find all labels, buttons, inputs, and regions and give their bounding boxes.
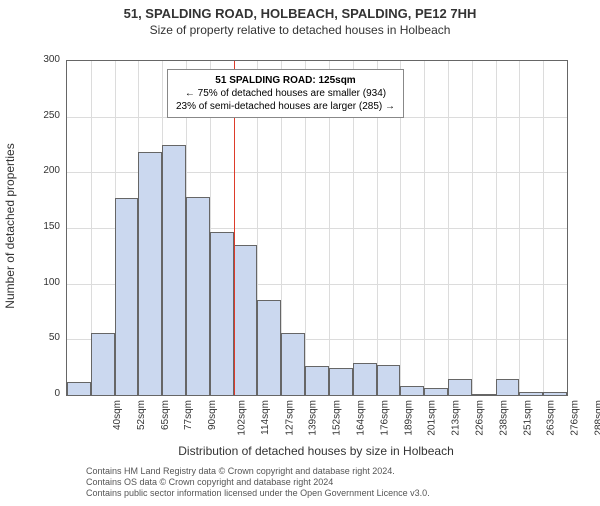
y-tick-label: 200 bbox=[32, 165, 60, 176]
histogram-bar bbox=[400, 386, 424, 395]
x-tick-label: 189sqm bbox=[403, 400, 414, 436]
footer-line-2: Contains OS data © Crown copyright and d… bbox=[86, 477, 430, 488]
chart-title-address: 51, SPALDING ROAD, HOLBEACH, SPALDING, P… bbox=[0, 6, 600, 21]
x-tick-label: 201sqm bbox=[427, 400, 438, 436]
x-tick-label: 40sqm bbox=[112, 400, 123, 430]
x-tick-label: 164sqm bbox=[356, 400, 367, 436]
annotation-line-1: 51 SPALDING ROAD: 125sqm bbox=[176, 74, 395, 87]
histogram-bar bbox=[424, 388, 448, 395]
histogram-bar bbox=[377, 365, 401, 395]
histogram-bar bbox=[281, 333, 305, 395]
y-tick-label: 300 bbox=[32, 54, 60, 65]
x-tick-label: 152sqm bbox=[332, 400, 343, 436]
histogram-bar bbox=[186, 197, 210, 395]
x-tick-label: 288sqm bbox=[594, 400, 600, 436]
chart-title-description: Size of property relative to detached ho… bbox=[0, 23, 600, 37]
x-tick-label: 213sqm bbox=[451, 400, 462, 436]
histogram-bar bbox=[329, 368, 353, 395]
histogram-bar bbox=[138, 152, 162, 395]
x-tick-label: 90sqm bbox=[207, 400, 218, 430]
histogram-bar bbox=[91, 333, 115, 395]
x-tick-label: 65sqm bbox=[160, 400, 171, 430]
x-axis-label: Distribution of detached houses by size … bbox=[66, 444, 566, 458]
histogram-bar bbox=[67, 382, 91, 395]
gridline-vertical bbox=[519, 61, 520, 395]
histogram-bar bbox=[234, 245, 258, 395]
gridline-vertical bbox=[496, 61, 497, 395]
x-tick-label: 127sqm bbox=[284, 400, 295, 436]
chart-container: 51, SPALDING ROAD, HOLBEACH, SPALDING, P… bbox=[0, 6, 600, 506]
y-axis-label: Number of detached properties bbox=[3, 126, 17, 326]
plot-area: 51 SPALDING ROAD: 125sqm← 75% of detache… bbox=[66, 60, 568, 396]
x-tick-label: 176sqm bbox=[379, 400, 390, 436]
y-tick-label: 100 bbox=[32, 277, 60, 288]
histogram-bar bbox=[472, 394, 496, 395]
histogram-bar bbox=[210, 232, 234, 395]
y-tick-label: 250 bbox=[32, 110, 60, 121]
y-tick-label: 150 bbox=[32, 221, 60, 232]
histogram-bar bbox=[448, 379, 472, 395]
footer-line-3: Contains public sector information licen… bbox=[86, 488, 430, 499]
x-tick-label: 114sqm bbox=[260, 400, 271, 435]
gridline-vertical bbox=[472, 61, 473, 395]
footer-attribution: Contains HM Land Registry data © Crown c… bbox=[86, 466, 430, 498]
x-tick-label: 238sqm bbox=[498, 400, 509, 436]
footer-line-1: Contains HM Land Registry data © Crown c… bbox=[86, 466, 430, 477]
histogram-bar bbox=[162, 145, 186, 396]
histogram-bar bbox=[519, 392, 543, 395]
histogram-bar bbox=[257, 300, 281, 395]
histogram-bar bbox=[353, 363, 377, 395]
x-tick-label: 263sqm bbox=[546, 400, 557, 436]
y-tick-label: 0 bbox=[32, 388, 60, 399]
annotation-callout: 51 SPALDING ROAD: 125sqm← 75% of detache… bbox=[167, 69, 404, 118]
x-tick-label: 77sqm bbox=[183, 400, 194, 430]
x-tick-label: 102sqm bbox=[237, 400, 248, 436]
x-tick-label: 52sqm bbox=[136, 400, 147, 430]
histogram-bar bbox=[115, 198, 139, 395]
x-tick-label: 276sqm bbox=[570, 400, 581, 436]
y-tick-label: 50 bbox=[32, 332, 60, 343]
x-tick-label: 251sqm bbox=[522, 400, 533, 436]
histogram-bar bbox=[496, 379, 520, 395]
annotation-line-2: ← 75% of detached houses are smaller (93… bbox=[176, 87, 395, 100]
gridline-vertical bbox=[424, 61, 425, 395]
annotation-line-3: 23% of semi-detached houses are larger (… bbox=[176, 100, 395, 113]
gridline-vertical bbox=[448, 61, 449, 395]
x-tick-label: 226sqm bbox=[475, 400, 486, 436]
gridline-vertical bbox=[543, 61, 544, 395]
x-tick-label: 139sqm bbox=[308, 400, 319, 436]
histogram-bar bbox=[543, 392, 567, 395]
histogram-bar bbox=[305, 366, 329, 395]
